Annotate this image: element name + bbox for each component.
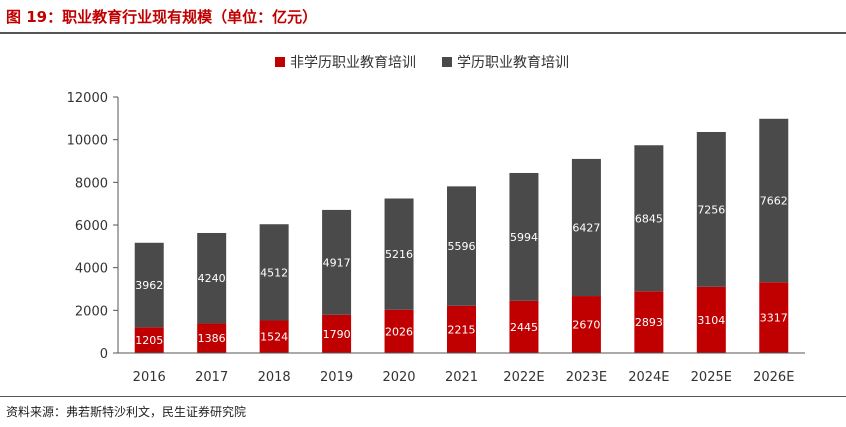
legend: 非学历职业教育培训 学历职业教育培训 xyxy=(275,55,569,71)
data-label-2021-series-0: 2215 xyxy=(448,323,476,336)
source-note: 资料来源：弗若斯特沙利文，民生证券研究院 xyxy=(6,405,247,419)
data-label-2024E-series-1: 6845 xyxy=(635,212,663,225)
bar-2022E-series-0 xyxy=(509,300,539,353)
bar-2019-series-0 xyxy=(322,314,352,353)
data-label-2016-series-0: 1205 xyxy=(135,334,163,347)
data-label-2022E-series-0: 2445 xyxy=(510,321,538,334)
y-tick-label: 0 xyxy=(100,347,108,362)
source-divider xyxy=(0,396,846,397)
bar-2026E-series-0 xyxy=(759,282,789,353)
x-tick-label: 2021 xyxy=(445,370,478,385)
bar-2016-series-1 xyxy=(134,242,164,328)
x-tick-label: 2022E xyxy=(503,370,544,385)
bar-2016-series-0 xyxy=(134,327,164,353)
x-tick-label: 2016 xyxy=(133,370,166,385)
x-tick-label: 2025E xyxy=(691,370,732,385)
bars: 1205 3962 1386 4240 1524 4512 1790 4917 2026 5216… xyxy=(134,118,789,353)
data-label-2016-series-1: 3962 xyxy=(135,279,163,292)
data-label-2026E-series-0: 3317 xyxy=(760,312,788,325)
data-label-2022E-series-1: 5994 xyxy=(510,231,538,244)
y-tick-label: 4000 xyxy=(75,262,108,277)
bar-2017-series-1 xyxy=(197,232,227,324)
bar-2018-series-1 xyxy=(259,224,289,321)
bar-2025E-series-1 xyxy=(696,131,726,287)
data-label-2018-series-1: 4512 xyxy=(260,266,288,279)
x-tick-label: 2019 xyxy=(320,370,353,385)
x-tick-label: 2020 xyxy=(382,370,415,385)
data-label-2023E-series-0: 2670 xyxy=(572,319,600,332)
x-axis: 2016 2017 2018 2019 2020 2021 2022E 2023E 2024E 2… xyxy=(118,352,805,385)
data-label-2025E-series-1: 7256 xyxy=(697,203,725,216)
bar-2017-series-0 xyxy=(197,323,227,353)
data-label-2025E-series-0: 3104 xyxy=(697,314,725,327)
data-label-2023E-series-1: 6427 xyxy=(572,221,600,234)
bar-2022E-series-1 xyxy=(509,172,539,301)
bar-2020-series-0 xyxy=(384,309,414,353)
data-label-2026E-series-1: 7662 xyxy=(760,195,788,208)
bar-2019-series-1 xyxy=(322,209,352,315)
data-label-2019-series-0: 1790 xyxy=(323,328,351,341)
legend-swatch-1 xyxy=(442,57,452,67)
x-tick-label: 2023E xyxy=(566,370,607,385)
data-label-2017-series-1: 4240 xyxy=(198,272,226,285)
data-label-2024E-series-0: 2893 xyxy=(635,316,663,329)
data-label-2019-series-1: 4917 xyxy=(323,256,351,269)
data-label-2020-series-0: 2026 xyxy=(385,325,413,338)
y-tick-label: 2000 xyxy=(75,304,108,319)
data-label-2020-series-1: 5216 xyxy=(385,248,413,261)
bar-2021-series-0 xyxy=(447,305,476,353)
bar-2025E-series-0 xyxy=(696,286,726,353)
legend-label-1: 学历职业教育培训 xyxy=(457,55,569,71)
y-tick-label: 6000 xyxy=(75,219,108,234)
bar-2021-series-1 xyxy=(447,186,476,306)
data-label-2018-series-0: 1524 xyxy=(260,331,288,344)
y-axis: 0 2000 4000 6000 8000 10000 12000 xyxy=(67,91,119,362)
data-label-2021-series-1: 5596 xyxy=(448,240,476,253)
legend-swatch-0 xyxy=(275,57,285,67)
bar-2024E-series-0 xyxy=(634,291,664,353)
x-tick-label: 2017 xyxy=(195,370,228,385)
figure-title: 图 19：职业教育行业现有规模（单位：亿元） xyxy=(6,8,318,26)
bar-2023E-series-0 xyxy=(571,296,601,353)
bar-2018-series-0 xyxy=(259,320,289,353)
bar-2020-series-1 xyxy=(384,198,414,310)
bar-2023E-series-1 xyxy=(571,158,601,297)
y-tick-label: 10000 xyxy=(67,134,108,149)
title-divider xyxy=(0,32,846,34)
y-tick-label: 8000 xyxy=(75,176,108,191)
x-tick-label: 2018 xyxy=(258,370,291,385)
x-tick-label: 2026E xyxy=(753,370,794,385)
bar-2024E-series-1 xyxy=(634,145,664,292)
x-tick-label: 2024E xyxy=(628,370,669,385)
y-tick-label: 12000 xyxy=(67,91,108,106)
bar-2026E-series-1 xyxy=(759,118,789,283)
data-label-2017-series-0: 1386 xyxy=(198,332,226,345)
legend-label-0: 非学历职业教育培训 xyxy=(290,55,416,71)
